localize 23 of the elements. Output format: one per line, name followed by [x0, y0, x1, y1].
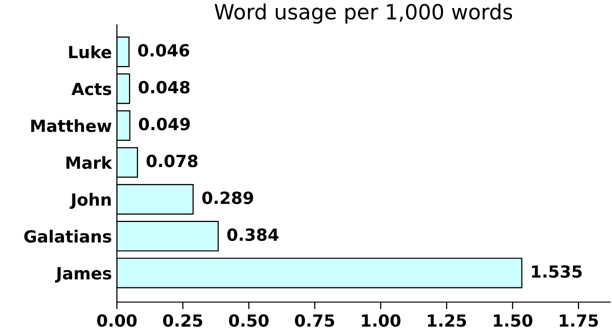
y-tick-label: Acts — [71, 82, 112, 96]
data-label: 0.046 — [138, 44, 190, 57]
y-tick-label: John — [70, 192, 111, 209]
y-tick-label: Galatians — [24, 230, 112, 243]
x-tick-label: 0.25 — [163, 314, 202, 327]
data-label: 0.049 — [138, 118, 190, 130]
x-tick-label: 1.00 — [362, 314, 400, 327]
x-tick-label: 1.75 — [560, 314, 598, 327]
data-label: 0.078 — [146, 154, 198, 168]
chart-title: Word usage per 1,000 words — [214, 4, 512, 24]
y-tick-label: Mark — [66, 156, 112, 169]
x-tick-label: 1.25 — [428, 314, 466, 327]
x-tick-label: 0.75 — [294, 314, 334, 327]
data-label: 0.048 — [138, 80, 190, 94]
y-tick-label: Matthew — [31, 119, 112, 132]
data-label: 0.384 — [227, 228, 278, 241]
y-tick-label: Luke — [69, 45, 112, 58]
x-tick-label: 0.50 — [229, 314, 269, 327]
data-label: 1.535 — [532, 265, 582, 278]
data-label: 0.289 — [202, 192, 254, 204]
x-tick-label: 0.00 — [97, 314, 137, 327]
x-tick-label: 1.50 — [494, 314, 532, 327]
y-tick-label: James — [55, 267, 112, 283]
